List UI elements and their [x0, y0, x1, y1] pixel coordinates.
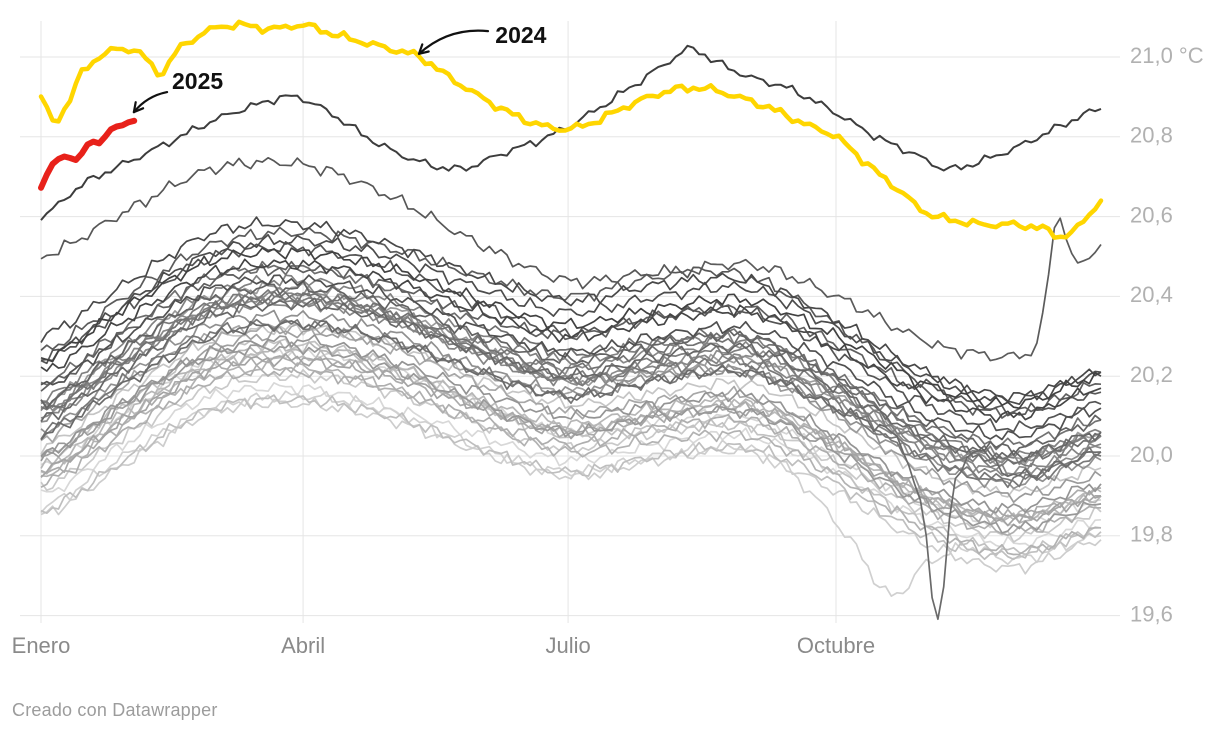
- series-line-1999: [40, 341, 1102, 534]
- annotation-2025-arrowhead-icon: [132, 101, 137, 114]
- series-line-2011: [40, 320, 1102, 621]
- annotation-2024-arrowhead-icon: [417, 50, 430, 55]
- annotations: 2024 2025: [132, 22, 547, 114]
- series-line-1984: [40, 390, 1102, 597]
- x-tick-label: Enero: [12, 633, 71, 658]
- y-tick-label: 19,6: [1130, 601, 1173, 626]
- y-tick-label: 20,8: [1130, 123, 1173, 148]
- series-line-2009: [40, 290, 1102, 451]
- y-tick-label: 21,0 °C: [1130, 43, 1204, 68]
- series-line-2007: [40, 289, 1102, 488]
- series-line-2005: [40, 274, 1102, 460]
- series-line-2001: [40, 309, 1102, 490]
- y-axis-labels: 21,0 °C 20,8 20,6 20,4 20,2 20,0 19,8 19,6: [1130, 43, 1204, 627]
- annotation-2024-arrow-icon: [417, 29, 490, 55]
- annotation-2025-label: 2025: [172, 68, 223, 94]
- series-line-2022: [40, 247, 1102, 410]
- x-axis-labels: Enero Abril Julio Octubre: [12, 633, 875, 658]
- series-line-1985: [40, 397, 1102, 575]
- y-tick-label: 19,8: [1130, 522, 1173, 547]
- series-line-1986: [40, 368, 1102, 543]
- annotation-2025-arrowhead-icon: [132, 107, 145, 114]
- x-tick-label: Octubre: [797, 633, 875, 658]
- series-line-2020: [40, 216, 1102, 403]
- series-line-2018: [40, 274, 1102, 441]
- series-line-2019: [40, 233, 1102, 406]
- series-line-2015: [40, 217, 1102, 362]
- annotation-2024-label: 2024: [495, 22, 546, 48]
- series-line-1996: [40, 353, 1102, 527]
- y-tick-label: 20,2: [1130, 362, 1173, 387]
- datawrapper-credit: Creado con Datawrapper: [12, 700, 218, 720]
- series-line-2013: [40, 280, 1102, 456]
- series-line-2024: [38, 19, 1104, 240]
- x-tick-label: Julio: [545, 633, 590, 658]
- y-tick-label: 20,6: [1130, 202, 1173, 227]
- series-line-2021: [40, 258, 1102, 424]
- series-line-1995: [40, 323, 1101, 524]
- series-line-2000: [40, 334, 1102, 514]
- y-tick-label: 20,0: [1130, 442, 1173, 467]
- series-line-1993: [40, 364, 1102, 537]
- series-line-2012: [40, 297, 1102, 463]
- annotation-2024-arrowhead-icon: [417, 43, 424, 55]
- series-line-1989: [40, 394, 1102, 561]
- annotation-2025-arrow-icon: [132, 91, 169, 114]
- series-line-1991: [40, 340, 1102, 525]
- series-lines: [38, 19, 1104, 621]
- x-tick-label: Abril: [281, 633, 325, 658]
- series-line-2008: [40, 318, 1102, 489]
- series-line-2025: [38, 117, 138, 191]
- y-tick-label: 20,4: [1130, 282, 1173, 307]
